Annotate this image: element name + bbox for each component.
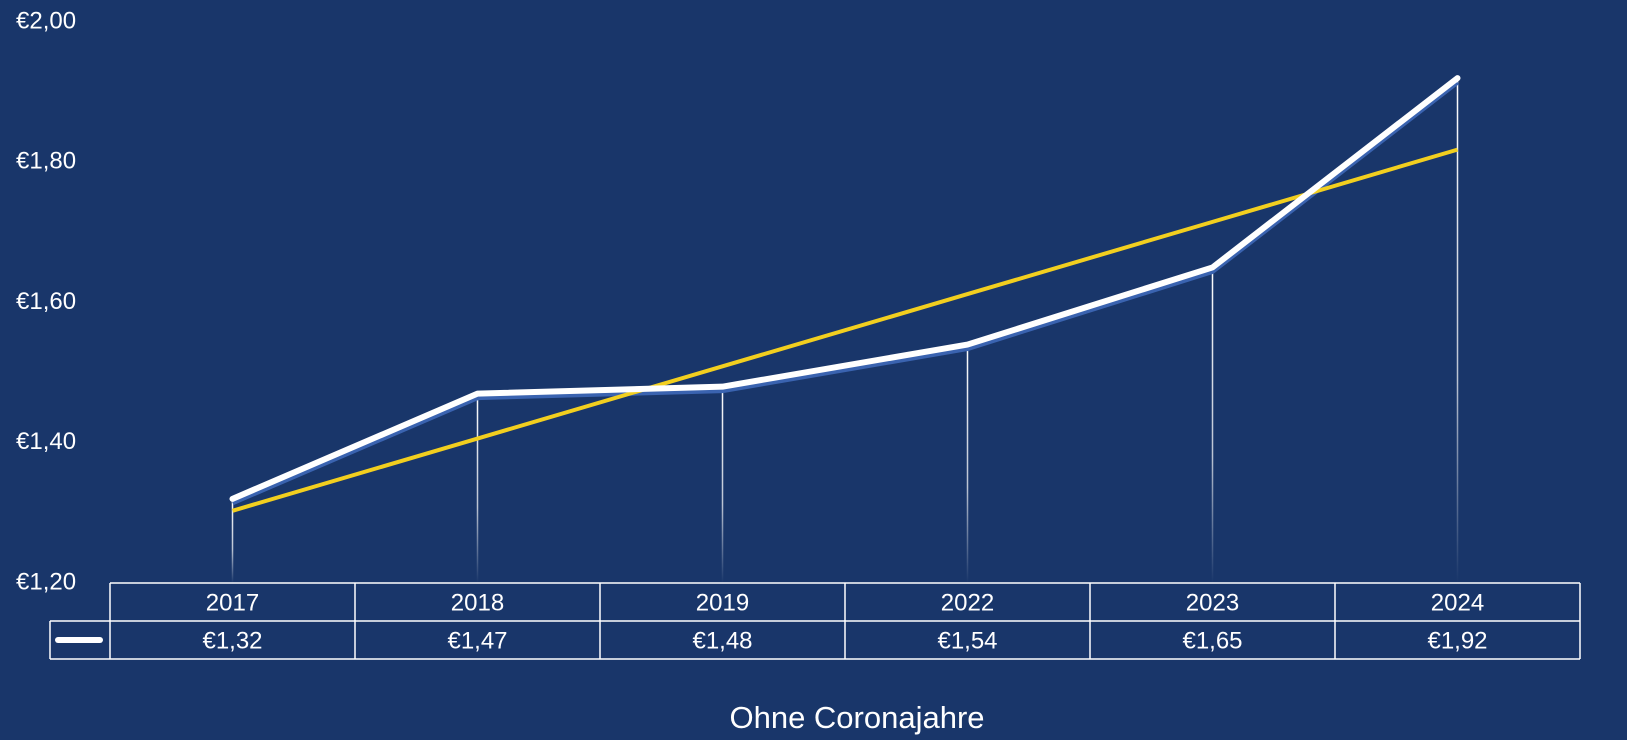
chart-title: Ohne Coronajahre [729,700,984,735]
drop-line [476,393,479,583]
x-tick-label: 2022 [941,589,994,616]
y-tick-label: €1,20 [16,568,76,595]
y-tick-label: €1,80 [16,148,76,175]
x-tick-label: 2018 [451,589,504,616]
drop-line [1211,267,1214,583]
value-label: €1,48 [692,627,752,654]
drop-line [1456,78,1459,583]
x-tick-label: 2019 [696,589,749,616]
value-label: €1,47 [447,627,507,654]
data-line [229,75,1461,502]
y-tick-label: €1,60 [16,288,76,315]
x-tick-label: 2017 [206,589,259,616]
trend-line [231,147,1459,513]
y-tick-label: €1,40 [16,428,76,455]
drop-line [231,498,234,583]
value-label: €1,65 [1182,627,1242,654]
line-shadow [231,80,1460,506]
y-tick-label: €2,00 [16,7,76,34]
x-tick-label: 2023 [1186,589,1239,616]
value-label: €1,54 [937,627,997,654]
drop-line [966,344,969,583]
drop-line [721,386,724,583]
value-label: €1,32 [202,627,262,654]
x-tick-label: 2024 [1431,589,1484,616]
value-label: €1,92 [1427,627,1487,654]
